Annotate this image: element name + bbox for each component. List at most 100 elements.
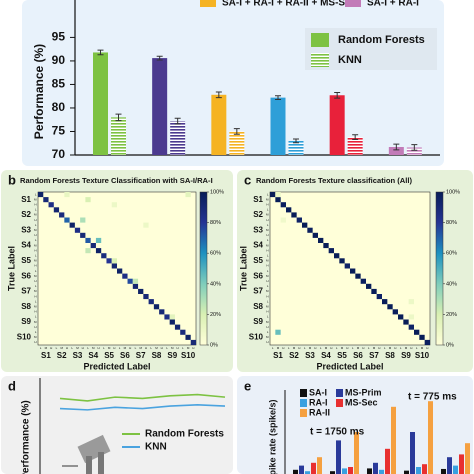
x-sublabel: M xyxy=(309,346,312,350)
x-tick-label: S7 xyxy=(136,351,146,360)
y-sublabel: H xyxy=(34,294,36,298)
x-tick-label: S1 xyxy=(41,351,51,360)
x-tick-label: S10 xyxy=(181,351,196,360)
colorbar-tick-label: 0% xyxy=(210,342,218,348)
x-axis-label: Predicted Label xyxy=(316,361,383,371)
heatmap-cell xyxy=(270,192,276,198)
x-tick-label: S4 xyxy=(88,351,98,360)
colorbar-tick-label: 80% xyxy=(446,220,457,226)
legend-swatch xyxy=(300,399,307,407)
bar xyxy=(288,140,304,155)
y-sublabel: H xyxy=(34,340,36,344)
heatmap-cell xyxy=(360,278,366,284)
heatmap-cell xyxy=(111,202,117,208)
y-tick-label: S7 xyxy=(253,287,263,296)
x-sublabel: H xyxy=(129,346,131,350)
y-tick-label: 95 xyxy=(52,30,66,44)
heatmap-cell xyxy=(334,253,340,259)
colorbar-tick-label: 60% xyxy=(210,251,221,257)
y-axis-label: True Label xyxy=(6,246,16,291)
x-tick-label: S3 xyxy=(73,351,83,360)
heatmap-cell xyxy=(143,222,149,228)
bar xyxy=(342,468,347,474)
x-sublabel: L xyxy=(87,346,89,350)
heatmap-cell xyxy=(90,243,96,249)
y-sublabel: H xyxy=(34,264,36,268)
y-sublabel: M xyxy=(266,320,269,324)
x-sublabel: M xyxy=(60,346,63,350)
bar xyxy=(211,94,227,155)
legend-swatch xyxy=(300,389,307,397)
x-sublabel: L xyxy=(71,346,73,350)
y-sublabel: M xyxy=(34,289,37,293)
y-sublabel: H xyxy=(266,340,268,344)
x-tick-label: S1 xyxy=(273,351,283,360)
y-sublabel: L xyxy=(267,208,269,212)
error-bar xyxy=(156,55,163,61)
x-tick-label: S5 xyxy=(337,351,347,360)
heatmap-cell xyxy=(344,263,350,269)
heatmap-cell xyxy=(153,304,160,310)
y-sublabel: L xyxy=(35,238,37,242)
heatmap-cell xyxy=(323,243,329,249)
legend-swatch xyxy=(311,33,329,47)
bar xyxy=(447,457,452,474)
x-sublabel: H xyxy=(176,346,178,350)
x-tick-label: S2 xyxy=(57,351,67,360)
x-sublabel: L xyxy=(40,346,42,350)
y-tick-label: S10 xyxy=(17,332,32,341)
heatmap-cell xyxy=(169,319,175,325)
y-tick-label: 90 xyxy=(52,53,66,67)
x-tick-label: S6 xyxy=(353,351,363,360)
y-tick-label: S5 xyxy=(21,256,31,265)
x-sublabel: H xyxy=(145,346,147,350)
y-sublabel: H xyxy=(34,279,36,283)
x-tick-label: S9 xyxy=(167,351,177,360)
y-sublabel: L xyxy=(35,192,37,196)
y-sublabel: H xyxy=(34,233,36,237)
x-sublabel: M xyxy=(389,346,392,350)
colorbar-tick-label: 100% xyxy=(210,189,224,195)
heatmap-cell xyxy=(53,207,60,213)
legend-swatch xyxy=(311,53,329,67)
x-sublabel: L xyxy=(304,346,306,350)
y-sublabel: M xyxy=(34,305,37,309)
y-sublabel: M xyxy=(266,335,269,339)
y-sublabel: L xyxy=(267,299,269,303)
y-sublabel: L xyxy=(267,284,269,288)
y-sublabel: M xyxy=(266,259,269,263)
y-sublabel: M xyxy=(34,243,37,247)
heatmap-cell xyxy=(408,324,414,330)
y-sublabel: L xyxy=(35,299,37,303)
heatmap-cell xyxy=(286,207,292,213)
x-sublabel: M xyxy=(187,346,190,350)
x-sublabel: H xyxy=(426,346,428,350)
bar xyxy=(152,58,168,156)
x-sublabel: M xyxy=(92,346,95,350)
x-tick-label: S8 xyxy=(385,351,395,360)
y-sublabel: M xyxy=(266,289,269,293)
y-sublabel: M xyxy=(266,197,269,201)
error-bar xyxy=(233,128,240,135)
y-tick-label: S8 xyxy=(21,302,31,311)
x-tick-label: S2 xyxy=(289,351,299,360)
y-sublabel: L xyxy=(267,269,269,273)
x-sublabel: L xyxy=(368,346,370,350)
panel-label: b xyxy=(8,172,16,187)
y-sublabel: L xyxy=(267,315,269,319)
y-tick-label: S4 xyxy=(21,241,31,250)
bar xyxy=(347,137,363,155)
heatmap-cell xyxy=(132,283,139,289)
error-bar xyxy=(174,117,181,125)
x-sublabel: M xyxy=(155,346,158,350)
annotation: t = 1750 ms xyxy=(310,427,365,438)
x-sublabel: L xyxy=(288,346,290,350)
x-tick-label: S8 xyxy=(152,351,162,360)
y-tick-label: S9 xyxy=(253,317,263,326)
heatmap-cell xyxy=(328,248,334,254)
x-tick-label: S5 xyxy=(104,351,114,360)
y-tick-label: S1 xyxy=(253,195,263,204)
legend-label: KNN xyxy=(145,442,167,453)
y-sublabel: L xyxy=(35,330,37,334)
legend-label: KNN xyxy=(338,54,362,66)
